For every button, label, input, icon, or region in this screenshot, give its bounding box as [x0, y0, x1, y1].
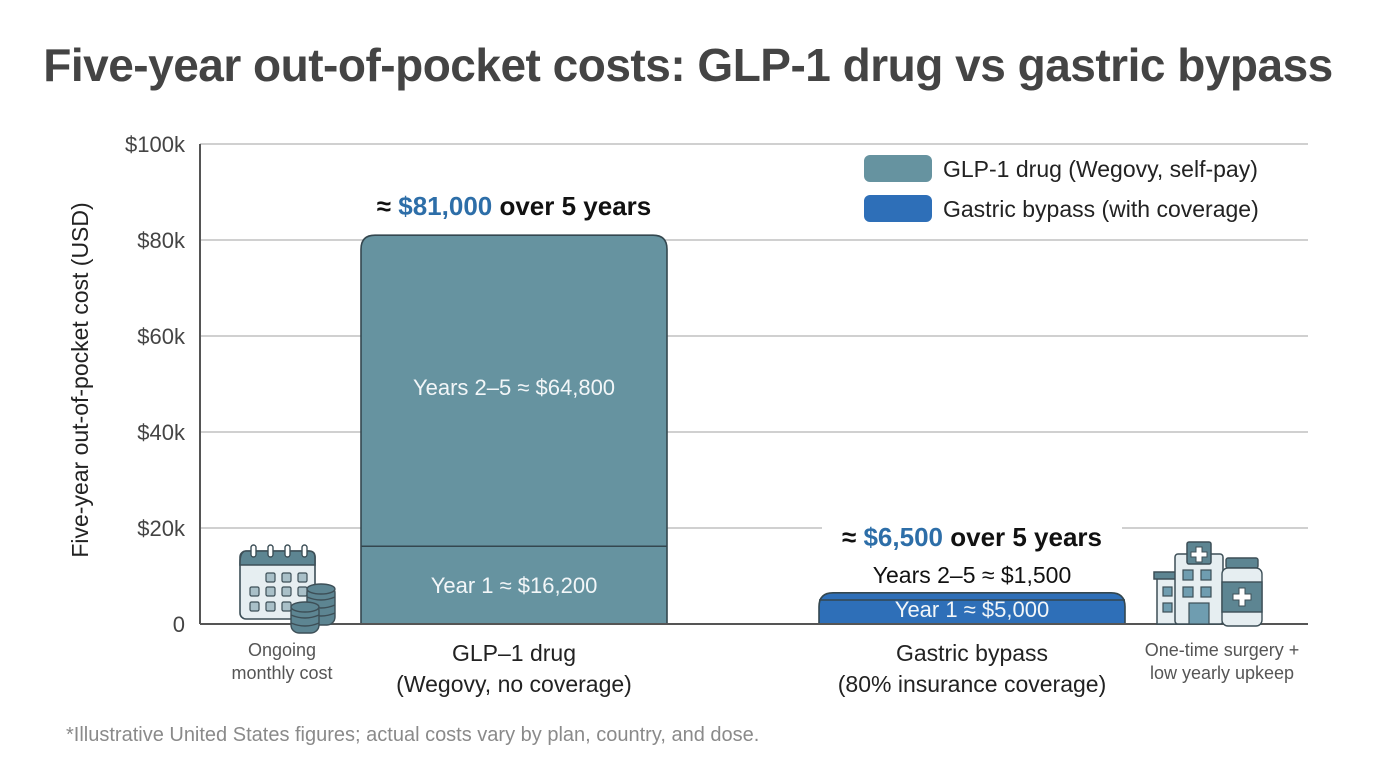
- legend-label-bypass: Gastric bypass (with coverage): [943, 196, 1259, 222]
- y-tick-label: $60k: [137, 324, 186, 349]
- legend: GLP-1 drug (Wegovy, self-pay) Gastric by…: [864, 155, 1259, 222]
- segment-label-years2-5: Years 2–5 ≈ $64,800: [413, 375, 615, 400]
- axes: [199, 144, 1308, 625]
- y-tick-label: $100k: [125, 132, 186, 157]
- segment-label-year1: Year 1 ≈ $16,200: [431, 573, 598, 598]
- legend-swatch-bypass: [864, 195, 932, 222]
- chart-title: Five-year out-of-pocket costs: GLP-1 dru…: [43, 39, 1333, 91]
- y-tick-label: 0: [173, 612, 185, 637]
- bar-glp1: [360, 234, 668, 625]
- segment-label-year1: Year 1 ≈ $5,000: [895, 597, 1049, 622]
- bars: [360, 234, 1126, 625]
- annotation-calendar-line1: Ongoing: [248, 640, 316, 660]
- total-label: ≈ $81,000 over 5 years: [377, 191, 652, 221]
- category-label: GLP–1 drug: [452, 640, 576, 666]
- calendar-coins-icon: [239, 544, 336, 634]
- legend-label-glp1: GLP-1 drug (Wegovy, self-pay): [943, 156, 1258, 182]
- category-sublabel: (80% insurance coverage): [838, 671, 1106, 697]
- segment-label-years2-5: Years 2–5 ≈ $1,500: [873, 562, 1072, 588]
- annotation-hospital-line2: low yearly upkeep: [1150, 663, 1294, 683]
- total-label: ≈ $6,500 over 5 years: [842, 522, 1102, 552]
- hospital-medicine-icon: [1153, 541, 1263, 627]
- bar-labels: Year 1 ≈ $16,200 Years 2–5 ≈ $64,800 ≈ $81…: [377, 191, 1122, 697]
- y-tick-labels: 0 $20k $40k $60k $80k $100k: [125, 132, 186, 637]
- legend-swatch-glp1: [864, 155, 932, 182]
- y-axis-title: Five-year out-of-pocket cost (USD): [67, 202, 93, 557]
- total-label-bg: [822, 519, 1122, 556]
- category-label: Gastric bypass: [896, 640, 1048, 666]
- y-tick-label: $40k: [137, 420, 186, 445]
- category-sublabel: (Wegovy, no coverage): [396, 671, 632, 697]
- annotation-calendar-line2: monthly cost: [231, 663, 332, 683]
- y-tick-label: $80k: [137, 228, 186, 253]
- annotation-hospital-line1: One-time surgery +: [1145, 640, 1300, 660]
- y-tick-label: $20k: [137, 516, 186, 541]
- footnote: *Illustrative United States figures; act…: [66, 724, 760, 746]
